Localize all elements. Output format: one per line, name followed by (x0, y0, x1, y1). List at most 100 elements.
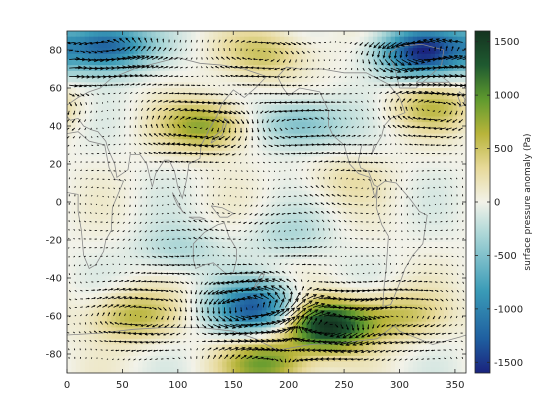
heatmap-cell (390, 105, 396, 112)
heatmap-cell (310, 122, 316, 129)
heatmap-cell (168, 36, 174, 43)
heatmap-cell (328, 99, 334, 106)
heatmap-cell (257, 190, 263, 197)
heatmap-cell (310, 173, 316, 180)
heatmap-cell (293, 105, 299, 112)
heatmap-cell (222, 179, 228, 186)
heatmap-cell (293, 122, 299, 129)
heatmap-cell (213, 321, 219, 328)
heatmap-cell (115, 304, 121, 311)
heatmap-cell (341, 236, 347, 243)
heatmap-cell (217, 82, 223, 89)
heatmap-cell (399, 173, 405, 180)
heatmap-cell (377, 70, 383, 78)
heatmap-cell (368, 59, 374, 66)
heatmap-cell (301, 59, 307, 66)
heatmap-cell (124, 76, 130, 83)
heatmap-cell (102, 259, 108, 266)
heatmap-cell (129, 287, 135, 294)
heatmap-cell (129, 145, 135, 152)
heatmap-cell (98, 48, 104, 55)
heatmap-cell (270, 298, 276, 306)
heatmap-cell (222, 316, 228, 323)
heatmap-cell (452, 247, 458, 254)
heatmap-cell (257, 219, 263, 226)
heatmap-cell (200, 133, 206, 140)
heatmap-cell (155, 93, 161, 100)
heatmap-cell (191, 264, 197, 271)
heatmap-cell (164, 224, 170, 232)
heatmap-cell (350, 116, 356, 123)
heatmap-cell (403, 156, 409, 163)
heatmap-cell (239, 224, 245, 232)
heatmap-cell (421, 93, 427, 100)
heatmap-cell (310, 213, 316, 220)
heatmap-cell (168, 241, 174, 249)
heatmap-cell (133, 156, 139, 163)
heatmap-cell (200, 196, 206, 203)
heatmap-cell (133, 281, 139, 289)
heatmap-cell (222, 145, 228, 152)
heatmap-cell (412, 173, 418, 180)
heatmap-cell (448, 276, 454, 283)
heatmap-cell (270, 190, 276, 197)
heatmap-cell (350, 219, 356, 226)
heatmap-cell (372, 122, 378, 129)
heatmap-cell (129, 253, 135, 260)
heatmap-cell (226, 259, 232, 266)
heatmap-cell (191, 321, 197, 328)
heatmap-cell (403, 230, 409, 237)
heatmap-cell (186, 53, 192, 61)
heatmap-cell (177, 196, 183, 203)
heatmap-cell (195, 48, 201, 55)
heatmap-cell (368, 105, 374, 112)
heatmap-cell (324, 139, 330, 146)
heatmap-cell (226, 253, 232, 260)
heatmap-cell (372, 219, 378, 226)
heatmap-cell (310, 88, 316, 95)
heatmap-cell (355, 93, 361, 100)
heatmap-cell (297, 281, 303, 289)
heatmap-cell (115, 48, 121, 55)
heatmap-cell (412, 298, 418, 306)
heatmap-cell (244, 253, 250, 260)
heatmap-cell (399, 259, 405, 266)
heatmap-cell (461, 304, 466, 311)
heatmap-cell (253, 179, 259, 186)
heatmap-cell (146, 213, 152, 220)
heatmap-cell (191, 230, 197, 237)
heatmap-cell (297, 42, 303, 49)
heatmap-cell (301, 264, 307, 271)
heatmap-cell (377, 253, 383, 260)
heatmap-cell (239, 327, 245, 334)
heatmap-cell (137, 145, 143, 152)
heatmap-cell (457, 145, 463, 152)
heatmap-cell (164, 162, 170, 169)
heatmap-cell (381, 270, 387, 277)
heatmap-cell (98, 207, 104, 214)
heatmap-cell (288, 327, 294, 334)
heatmap-cell (270, 122, 276, 129)
heatmap-cell (341, 213, 347, 220)
heatmap-cell (195, 70, 201, 78)
heatmap-cell (434, 70, 440, 78)
heatmap-cell (222, 333, 228, 340)
heatmap-cell (452, 59, 458, 66)
heatmap-cell (71, 88, 77, 95)
heatmap-cell (151, 105, 157, 112)
heatmap-cell (262, 53, 268, 61)
heatmap-cell (98, 304, 104, 311)
heatmap-cell (408, 70, 414, 78)
heatmap-cell (146, 139, 152, 146)
heatmap-cell (195, 344, 201, 351)
heatmap-cell (239, 156, 245, 163)
heatmap-cell (390, 213, 396, 220)
heatmap-cell (151, 110, 157, 118)
heatmap-cell (133, 327, 139, 334)
heatmap-cell (177, 338, 183, 346)
heatmap-cell (417, 93, 423, 100)
heatmap-cell (315, 179, 321, 186)
heatmap-cell (200, 127, 206, 135)
heatmap-cell (279, 287, 285, 294)
heatmap-cell (93, 70, 99, 78)
